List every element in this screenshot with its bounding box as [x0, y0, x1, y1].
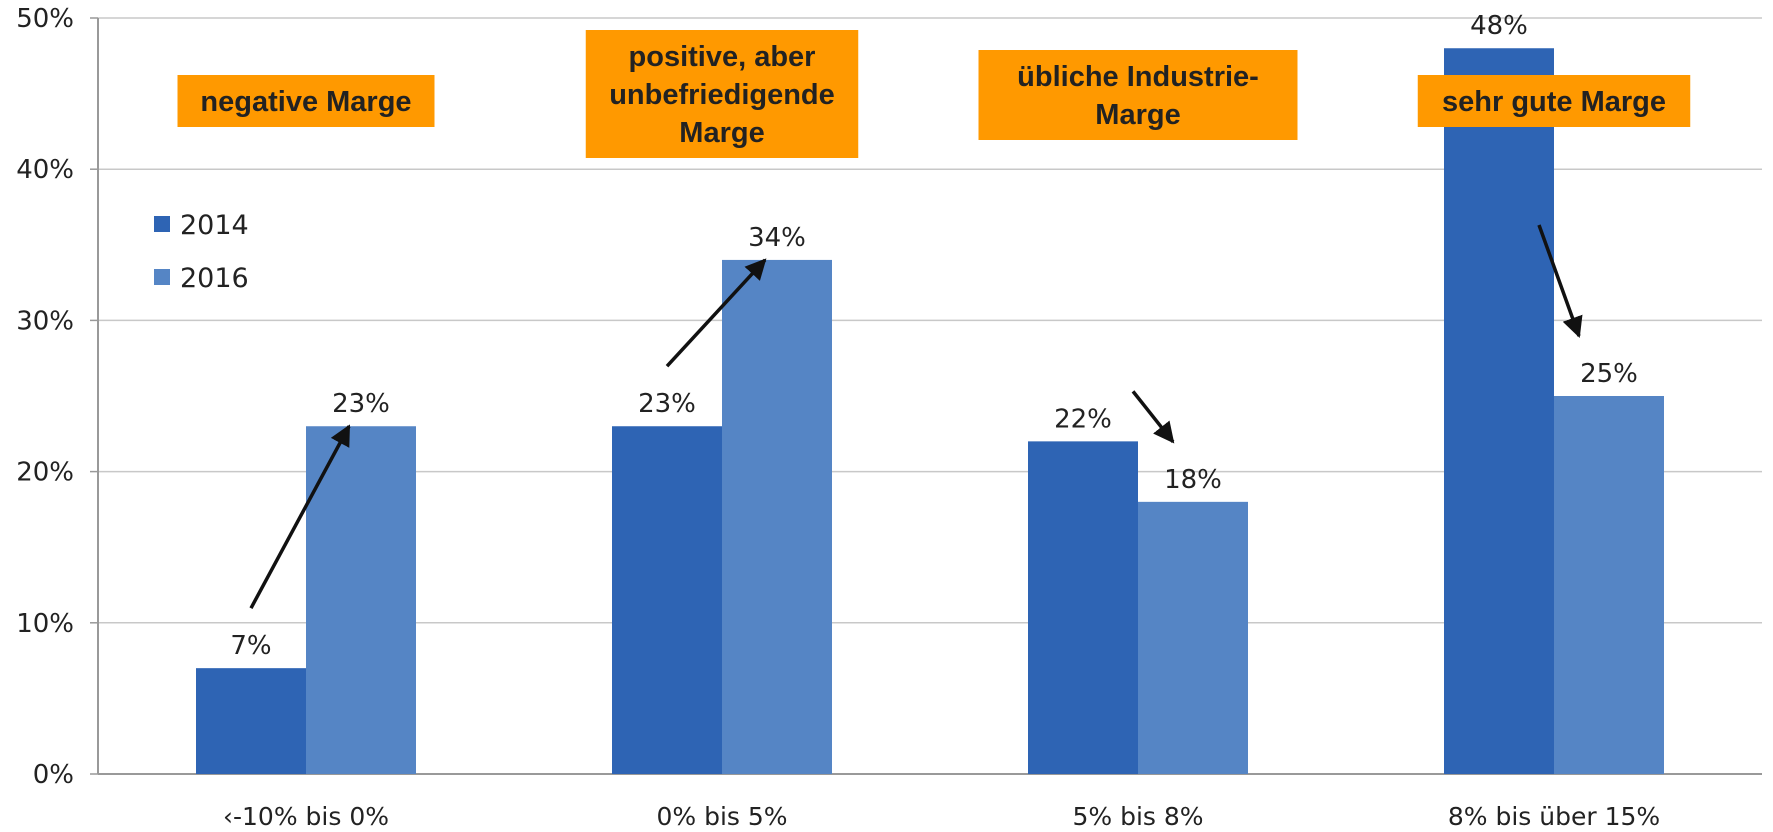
bar-2014	[1028, 441, 1138, 774]
bar-2016	[306, 426, 416, 774]
annotation-box	[585, 30, 859, 158]
trend-arrow	[249, 424, 351, 609]
y-tick-label: 30%	[16, 306, 74, 336]
annotation-text: negative Marge	[200, 86, 411, 118]
legend: 2014 2016	[154, 210, 249, 294]
annotation-box	[978, 50, 1298, 140]
x-axis-categories: ‹-10% bis 0% 0% bis 5% 5% bis 8% 8% bis übe…	[223, 802, 1660, 831]
annotation-boxes: negative Marge positive, aber unbefriedige…	[177, 30, 1691, 158]
data-label-2016: 18%	[1164, 465, 1222, 495]
y-tick-label: 0%	[33, 760, 74, 790]
y-tick-label: 10%	[16, 609, 74, 639]
annotation-text: übliche Industrie-	[1017, 61, 1259, 93]
data-label-2014: 7%	[230, 631, 271, 661]
annotation-text: Marge	[679, 117, 764, 149]
annotation-text: positive, aber	[629, 41, 816, 73]
trend-arrow	[665, 258, 767, 368]
bars	[196, 48, 1664, 775]
y-axis-ticks: 0% 10% 20% 30% 40% 50%	[16, 4, 74, 790]
legend-label-2014: 2014	[180, 210, 249, 241]
annotation-text: unbefriedigende	[609, 79, 835, 111]
trend-arrow	[1131, 390, 1175, 444]
data-label-2016: 25%	[1580, 359, 1638, 389]
annotation-box	[177, 75, 435, 127]
trend-arrows	[249, 224, 1583, 609]
data-label-2016: 34%	[748, 223, 806, 253]
bar-2016	[1138, 501, 1248, 774]
y-tick-label: 50%	[16, 4, 74, 34]
category-label: 5% bis 8%	[1072, 802, 1203, 831]
data-label-2016: 23%	[332, 389, 390, 419]
legend-label-2016: 2016	[180, 263, 249, 294]
trend-arrow	[1537, 224, 1583, 338]
legend-swatch-2014	[154, 216, 170, 232]
bar-2016	[722, 259, 832, 774]
y-tick-label: 40%	[16, 155, 74, 185]
category-label: 8% bis über 15%	[1448, 802, 1660, 831]
annotation-box	[1417, 75, 1691, 127]
category-label: 0% bis 5%	[656, 802, 787, 831]
category-label: ‹-10% bis 0%	[223, 802, 389, 831]
data-label-2014: 23%	[638, 389, 696, 419]
data-label-2014: 48%	[1470, 11, 1528, 41]
y-tick-label: 20%	[16, 458, 74, 488]
bar-2014	[612, 426, 722, 774]
bar-2014	[1444, 48, 1554, 775]
annotation-text: Marge	[1095, 99, 1180, 131]
annotation-text: sehr gute Marge	[1442, 86, 1666, 118]
legend-swatch-2016	[154, 269, 170, 285]
data-labels: 7% 23% 23% 34% 22% 18% 48% 25%	[230, 11, 1638, 661]
bar-2014	[196, 668, 306, 774]
bar-2016	[1554, 396, 1664, 774]
data-label-2014: 22%	[1054, 404, 1112, 434]
